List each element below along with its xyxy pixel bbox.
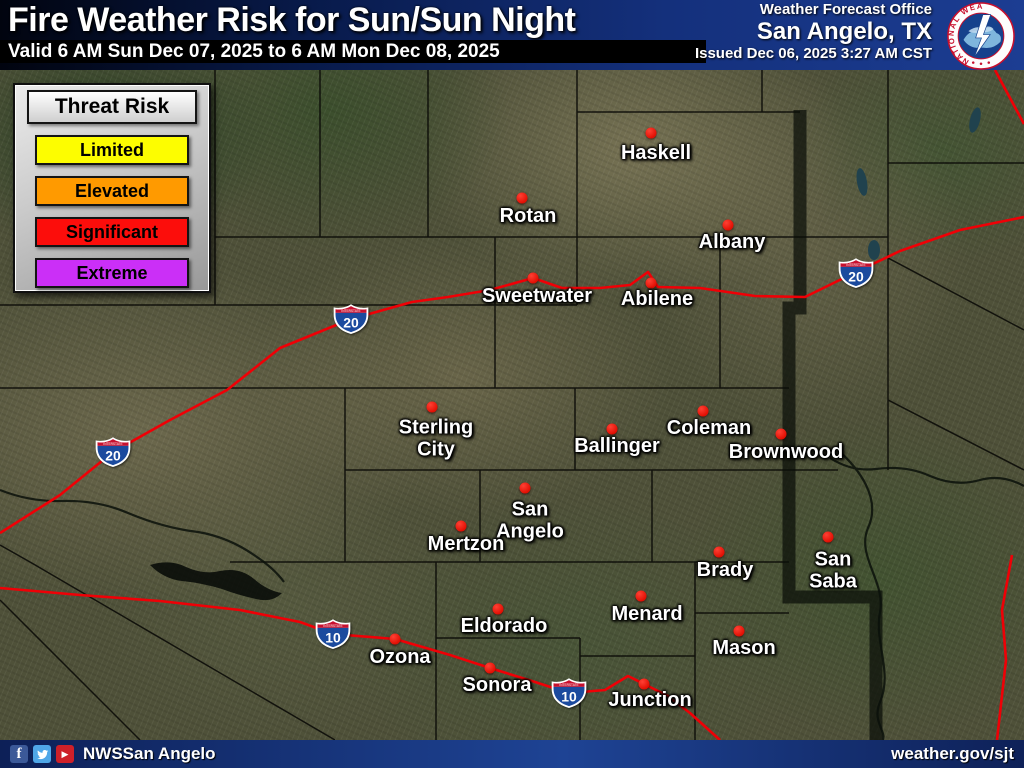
office-label: Weather Forecast Office — [759, 1, 932, 18]
threat-risk-legend: Threat Risk Limited Elevated Significant Ex… — [13, 83, 211, 293]
legend-item-extreme: Extreme — [35, 258, 189, 288]
issued-timestamp: Issued Dec 06, 2025 3:27 AM CST — [694, 44, 932, 62]
nws-logo-icon: NATIONAL WEATHER SERVICE — [947, 2, 1015, 70]
office-block: Weather Forecast Office San Angelo, TX I… — [695, 2, 932, 62]
valid-period-bar — [0, 40, 706, 63]
twitter-icon[interactable] — [33, 745, 51, 763]
legend-title: Threat Risk — [27, 90, 197, 124]
office-name: San Angelo, TX — [756, 17, 932, 45]
legend-items: Limited Elevated Significant Extreme — [15, 135, 209, 288]
page-title: Fire Weather Risk for Sun/Sun Night — [8, 1, 576, 39]
legend-item-limited: Limited — [35, 135, 189, 165]
social-account-name: NWSSan Angelo — [83, 744, 216, 763]
youtube-icon[interactable]: ▶ — [56, 745, 74, 763]
facebook-icon[interactable]: f — [10, 745, 28, 763]
footer-bar: f ▶ NWSSan Angelo weather.gov/sjt — [0, 740, 1024, 768]
legend-item-significant: Significant — [35, 217, 189, 247]
valid-period-text: Valid 6 AM Sun Dec 07, 2025 to 6 AM Mon … — [8, 41, 500, 62]
website-url[interactable]: weather.gov/sjt — [891, 744, 1014, 763]
legend-item-elevated: Elevated — [35, 176, 189, 206]
header-banner: Fire Weather Risk for Sun/Sun Night Vali… — [0, 0, 1024, 70]
